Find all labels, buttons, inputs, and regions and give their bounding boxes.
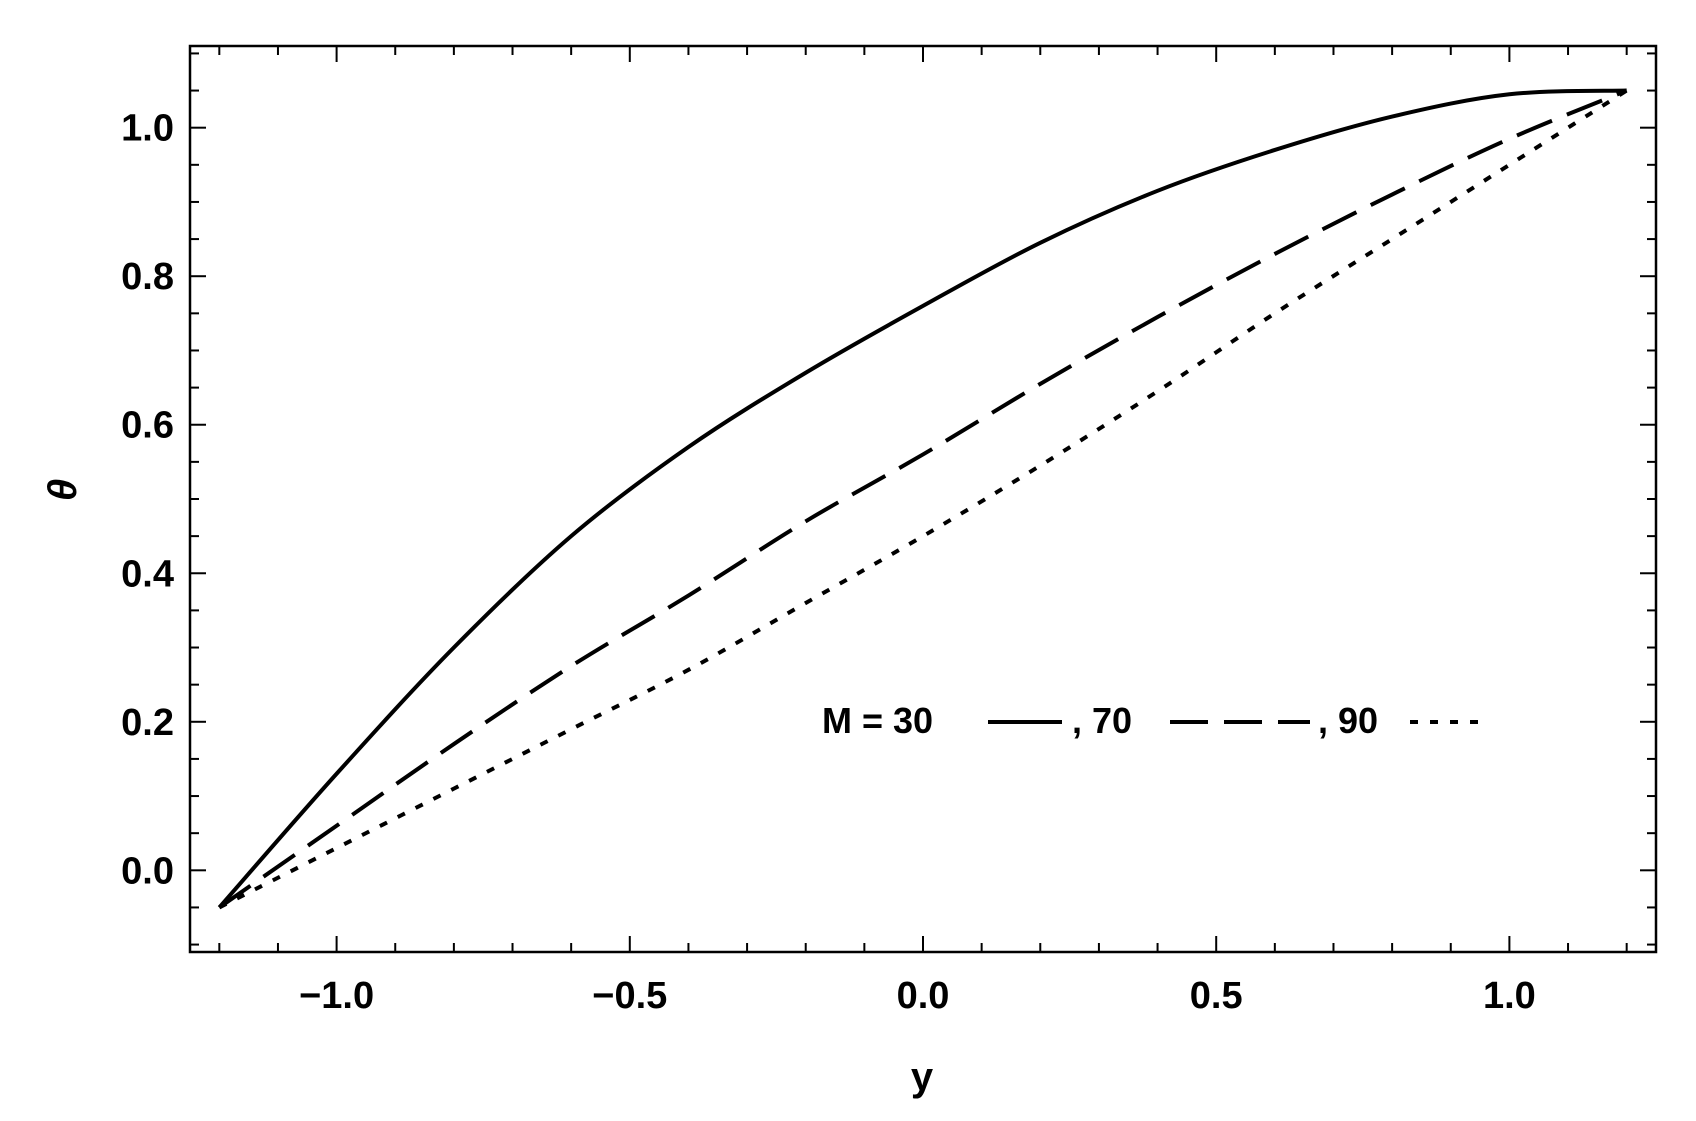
series xyxy=(217,88,1628,910)
x-tick-label: −1.0 xyxy=(299,975,374,1017)
plot-frame xyxy=(188,44,1658,954)
y-tick-label: 0.6 xyxy=(121,405,174,447)
legend-prefix: M = 30 xyxy=(822,700,933,741)
x-tick-label: 0.0 xyxy=(897,975,950,1017)
y-axis-label: θ xyxy=(41,479,85,501)
y-tick-label: 0.2 xyxy=(121,702,174,744)
x-tick-label: −0.5 xyxy=(592,975,667,1017)
ticks xyxy=(190,46,1656,952)
legend-sep-90: , 90 xyxy=(1318,700,1378,741)
x-axis-label: y xyxy=(911,1055,934,1099)
y-tick-label: 0.8 xyxy=(121,256,174,298)
series-line-90 xyxy=(218,88,1628,910)
tick-labels: −1.0 −0.5 0.0 0.5 1.0 0.0 0.2 0.4 0.6 0.8 1.0 xyxy=(121,108,1536,1017)
legend: M = 30 , 70 , 90 xyxy=(822,700,1478,741)
legend-sep-70: , 70 xyxy=(1072,700,1132,741)
series-line-70 xyxy=(218,88,1628,910)
series-line-30 xyxy=(217,88,1627,909)
x-tick-label: 1.0 xyxy=(1483,975,1536,1017)
y-tick-label: 0.0 xyxy=(121,850,174,892)
x-tick-label: 0.5 xyxy=(1190,975,1243,1017)
y-tick-label: 0.4 xyxy=(121,553,174,595)
y-tick-label: 1.0 xyxy=(121,108,174,150)
